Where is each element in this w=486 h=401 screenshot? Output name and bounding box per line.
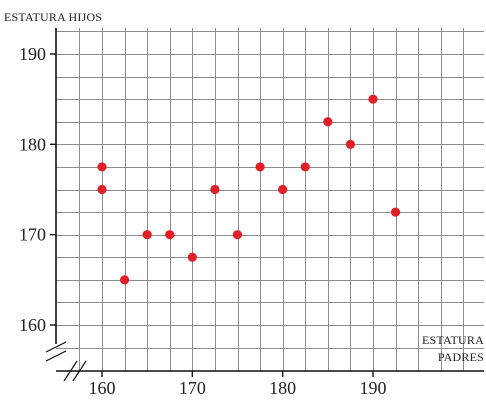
data-point [368,94,378,104]
x-tick-label: 180 [269,378,296,398]
data-point [345,139,356,149]
data-point [278,184,288,195]
data-point [300,162,310,172]
x-axis-title-line-2: PADRES [438,350,484,364]
data-point [255,162,265,172]
data-point [210,184,220,195]
x-tick-label: 190 [360,378,387,398]
y-axis-title: ESTATURA HIJOS [4,10,102,24]
x-axis-break-mark [63,360,87,382]
x-axis-title-line-1: ESTATURA [422,333,484,347]
data-point [187,252,197,262]
data-point [119,275,130,285]
x-tick-label: 170 [179,378,206,398]
x-tick-label: 160 [89,378,116,398]
y-tick-label: 180 [19,134,46,154]
y-tick-label: 160 [19,315,46,335]
y-tick-label: 190 [19,44,46,64]
chart-ticks: 160 170 180 190 160 170 180 190 [19,44,387,398]
data-point [323,117,333,127]
data-point [165,230,175,240]
chart-grid [56,28,484,371]
data-point [232,230,243,240]
data-point [97,162,107,172]
chart-axes [45,28,484,382]
data-point [142,230,152,240]
y-axis-break-mark [45,341,67,362]
y-tick-label: 170 [19,225,46,245]
data-points [97,94,401,285]
data-point [390,207,401,217]
data-point [97,184,107,195]
